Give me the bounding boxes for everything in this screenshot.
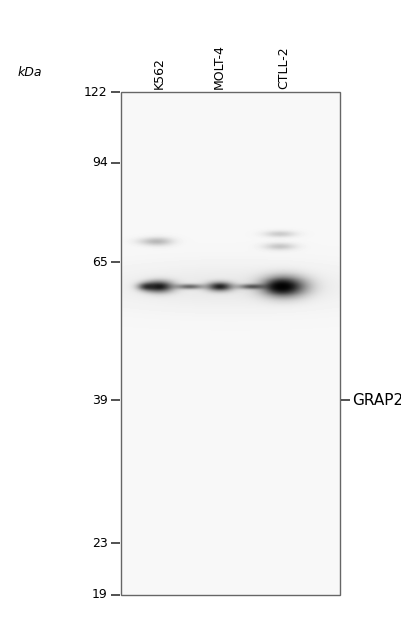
- Text: 94: 94: [92, 156, 107, 169]
- Text: CTLL-2: CTLL-2: [276, 46, 289, 89]
- Text: 19: 19: [92, 588, 107, 601]
- Text: GRAP2: GRAP2: [351, 393, 401, 408]
- Text: 65: 65: [92, 256, 107, 269]
- Text: 122: 122: [84, 86, 107, 99]
- Text: kDa: kDa: [18, 67, 42, 80]
- Text: 23: 23: [92, 537, 107, 550]
- Text: MOLT-4: MOLT-4: [212, 44, 225, 89]
- Bar: [120, 92, 339, 595]
- Text: K562: K562: [152, 57, 165, 89]
- Text: 39: 39: [92, 394, 107, 407]
